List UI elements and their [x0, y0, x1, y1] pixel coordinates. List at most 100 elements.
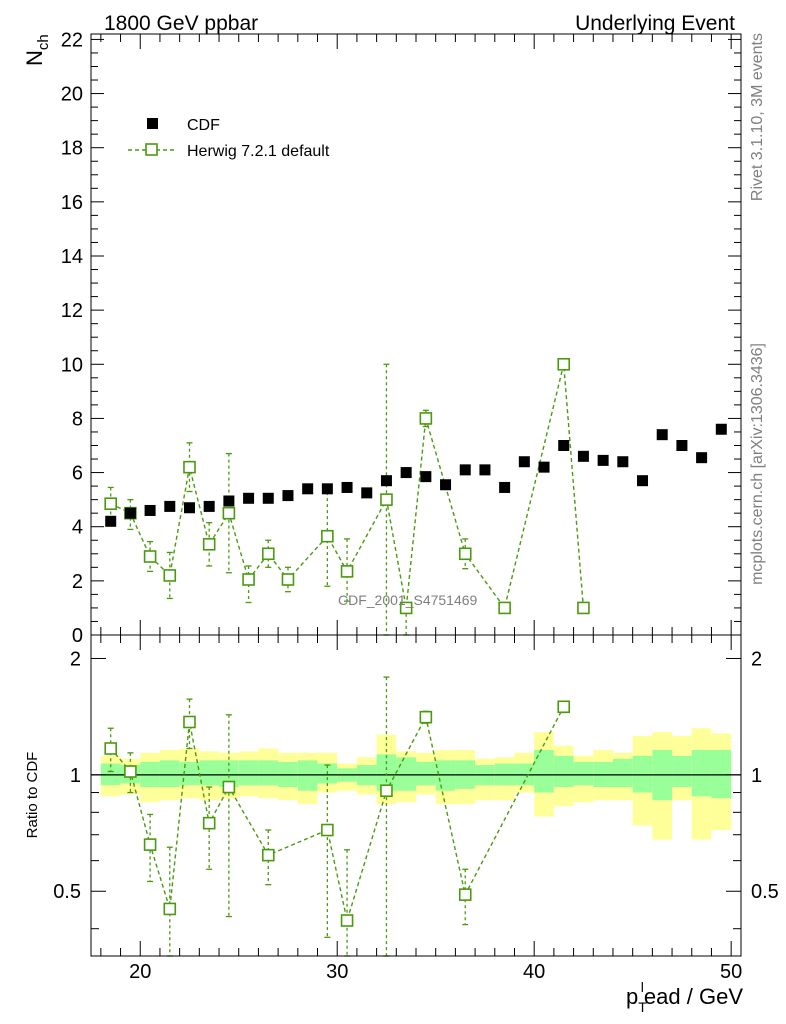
herwig-data-point	[222, 780, 236, 794]
main-x-ticks	[100, 34, 732, 635]
ratio-panel: 0.5 0.5 1 1 2 2 20 30 40 50 Ratio to CDF pTlead …	[24, 634, 779, 1015]
cdf-data-point	[696, 452, 708, 464]
rivet-label: Rivet 3.1.10, 3M events	[749, 33, 766, 201]
cdf-data-point	[400, 467, 412, 479]
main-y-tick-label: 10	[61, 354, 83, 376]
herwig-data-point	[163, 569, 177, 582]
main-y-tick-label: 16	[61, 192, 83, 214]
ratio-series	[104, 676, 571, 957]
ratio-y-tick-label: 1	[70, 765, 81, 787]
herwig-data-point	[222, 506, 236, 520]
cdf-data-point	[617, 456, 629, 468]
herwig-data-point	[261, 848, 275, 862]
main-y-tick-label: 12	[61, 300, 83, 322]
cdf-data-point	[676, 439, 688, 451]
ratio-band-inner	[238, 760, 259, 786]
cdf-data-point	[499, 481, 511, 493]
legend-cdf-label: CDF	[187, 117, 220, 134]
cdf-data-point	[597, 454, 609, 466]
cdf-data-point	[577, 450, 589, 462]
cdf-data-point	[321, 483, 333, 495]
ratio-band-inner	[258, 760, 279, 786]
x-label-rest: ead / GeV	[644, 984, 743, 1009]
main-y-axis: 0 2 4 6 8 10 12 14 16 18 20 22	[61, 29, 741, 647]
herwig-data-point	[261, 547, 275, 561]
ratio-band-inner	[219, 760, 239, 788]
herwig-data-point	[380, 493, 393, 506]
cdf-data-point	[223, 495, 235, 507]
ratio-y-tick-label-right: 1	[751, 765, 762, 787]
herwig-data-point	[458, 888, 472, 901]
herwig-data-point	[557, 700, 571, 714]
herwig-data-point	[340, 565, 354, 578]
cdf-data-point	[144, 504, 156, 516]
main-series	[104, 357, 727, 636]
x-axis-label: pTlead / GeV	[626, 979, 743, 1015]
herwig-data-point	[163, 902, 177, 916]
herwig-data-point	[419, 412, 433, 425]
main-y-label-sub: ch	[35, 34, 52, 50]
herwig-data-point	[143, 838, 157, 851]
herwig-data-point	[124, 765, 137, 778]
ratio-band-inner	[396, 757, 416, 791]
cdf-data-point	[243, 492, 255, 504]
main-y-tick-label: 2	[72, 571, 83, 593]
x-tick-label: 20	[129, 961, 151, 983]
main-y-tick-label: 14	[61, 246, 83, 268]
herwig-data-point	[202, 816, 216, 830]
cdf-data-point	[282, 490, 294, 502]
cdf-data-point	[380, 475, 392, 487]
legend: CDF Herwig 7.2.1 default	[128, 117, 330, 160]
ratio-y-tick-label-right: 2	[751, 648, 762, 670]
cdf-data-point	[203, 500, 215, 512]
herwig-data-point	[202, 538, 216, 551]
herwig-data-point	[321, 529, 334, 543]
cdf-data-point	[361, 487, 373, 499]
cdf-data-point	[459, 464, 471, 476]
ratio-band-inner	[672, 755, 692, 788]
ratio-bands	[100, 728, 732, 840]
herwig-data-point	[104, 497, 117, 511]
right-title: Underlying Event	[575, 12, 735, 35]
cdf-data-point	[479, 464, 491, 476]
herwig-data-point	[399, 601, 413, 615]
cdf-data-point	[637, 475, 649, 487]
ratio-band-inner	[691, 749, 712, 797]
herwig-data-point	[498, 601, 511, 615]
cdf-data-point	[440, 479, 452, 491]
ratio-band-inner	[416, 761, 436, 786]
ratio-band-inner	[435, 760, 456, 791]
herwig-data-point	[577, 601, 590, 615]
cdf-data-point	[164, 500, 176, 512]
ratio-band-inner	[612, 758, 633, 788]
ratio-band-inner	[159, 760, 180, 788]
cdf-data-point	[656, 429, 668, 441]
ratio-y-tick-label: 2	[70, 648, 81, 670]
cdf-data-point	[715, 423, 727, 435]
ratio-band-inner	[573, 761, 594, 786]
herwig-data-point	[183, 460, 196, 474]
cdf-data-point	[341, 481, 353, 493]
mcplots-label: mcplots.cern.ch [arXiv:1306.3436]	[749, 343, 766, 585]
cdf-data-point	[302, 483, 314, 495]
main-y-tick-label: 20	[61, 84, 83, 106]
x-label-sup: l	[641, 979, 644, 995]
herwig-data-point	[458, 547, 472, 561]
ratio-band-inner	[711, 749, 732, 799]
legend-herwig-label: Herwig 7.2.1 default	[187, 143, 330, 160]
main-y-tick-label: 8	[72, 408, 83, 430]
herwig-data-point	[104, 742, 117, 755]
herwig-data-point	[183, 715, 196, 729]
main-y-tick-label: 18	[61, 138, 83, 160]
ratio-band-inner	[553, 755, 574, 788]
ratio-x-axis: 20 30 40 50	[100, 635, 742, 983]
cdf-data-point	[558, 439, 570, 451]
main-y-tick-label: 22	[61, 29, 83, 51]
herwig-data-point	[242, 573, 255, 586]
cdf-data-point	[105, 515, 117, 527]
ratio-band-inner	[376, 754, 397, 791]
herwig-data-point	[380, 784, 393, 797]
main-y-tick-label: 6	[72, 463, 83, 485]
x-tick-label: 40	[523, 961, 545, 983]
